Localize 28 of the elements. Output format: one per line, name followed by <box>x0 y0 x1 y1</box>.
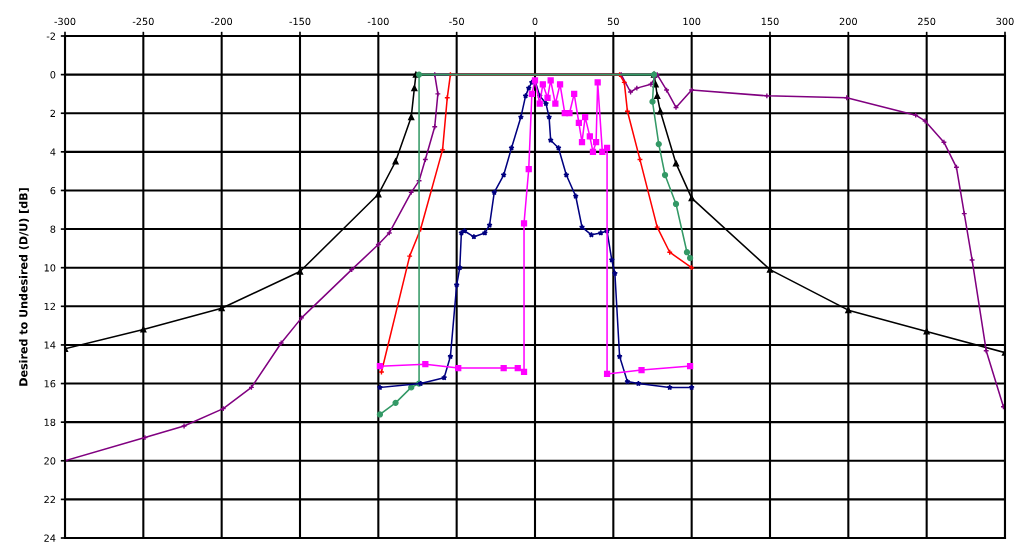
y-tick-label: 18 <box>44 418 56 426</box>
y-tick-label: 16 <box>44 380 56 388</box>
x-tick-label: 200 <box>839 17 857 26</box>
x-tick-label: 100 <box>683 17 701 26</box>
y-tick-label: 24 <box>44 534 56 542</box>
y-tick-label: 14 <box>44 341 56 349</box>
y-tick-label: 22 <box>44 495 55 504</box>
x-tick-label: -300 <box>54 17 76 26</box>
x-tick-label: -50 <box>449 17 464 26</box>
y-tick-label: 0 <box>50 71 56 79</box>
y-tick-label: 12 <box>44 302 55 310</box>
x-tick-label: -100 <box>367 17 389 26</box>
y-tick-label: 4 <box>50 148 56 156</box>
y-tick-label: 8 <box>50 225 56 233</box>
y-tick-label: 10 <box>44 264 56 272</box>
y-tick-label: 6 <box>50 186 56 195</box>
y-axis-title: Desired to Undesired (D/U) [dB] <box>18 188 29 386</box>
x-tick-label: -150 <box>289 17 311 26</box>
y-tick-label: 20 <box>44 457 56 465</box>
x-tick-label: -200 <box>211 17 233 26</box>
x-tick-label: -250 <box>132 17 154 26</box>
y-tick-label: -2 <box>46 32 55 40</box>
x-tick-label: 250 <box>918 17 936 26</box>
x-tick-label: 300 <box>996 17 1014 26</box>
x-tick-label: 0 <box>532 17 538 26</box>
y-tick-label: 2 <box>50 109 55 117</box>
x-tick-label: 150 <box>761 17 779 26</box>
x-tick-label: 50 <box>607 17 619 26</box>
